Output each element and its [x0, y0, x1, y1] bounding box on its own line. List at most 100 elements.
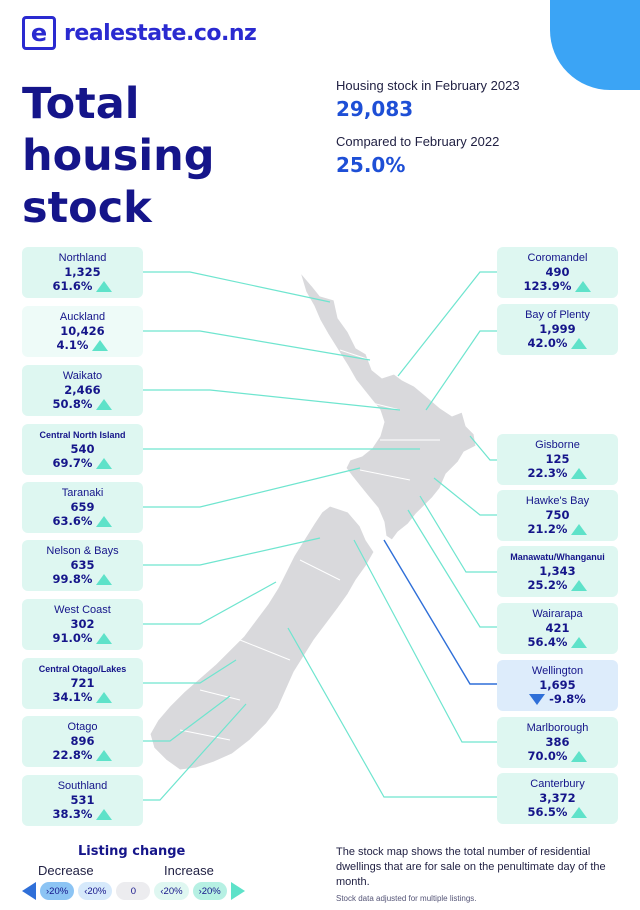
increase-arrow-icon — [571, 637, 587, 648]
region-count: 635 — [22, 558, 143, 572]
region-name: Gisborne — [497, 438, 618, 452]
region-card-manawatu-whanganui[interactable]: Manawatu/Whanganui 1,343 25.2% — [497, 546, 618, 597]
region-card-wellington[interactable]: Wellington 1,695 -9.8% — [497, 660, 618, 711]
increase-arrow-icon — [96, 750, 112, 761]
region-count: 540 — [22, 442, 143, 456]
region-count: 10,426 — [22, 324, 143, 338]
region-card-west-coast[interactable]: West Coast 302 91.0% — [22, 599, 143, 650]
region-change: 50.8% — [53, 397, 93, 411]
region-card-otago[interactable]: Otago 896 22.8% — [22, 716, 143, 767]
increase-arrow-icon — [571, 751, 587, 762]
region-card-taranaki[interactable]: Taranaki 659 63.6% — [22, 482, 143, 533]
footnote: The stock map shows the total number of … — [336, 845, 621, 890]
legend-scale: ›20% ‹20% 0 ‹20% ›20% — [22, 882, 245, 900]
region-change: 56.4% — [528, 635, 568, 649]
region-change: 34.1% — [53, 690, 93, 704]
region-card-southland[interactable]: Southland 531 38.3% — [22, 775, 143, 826]
region-count: 2,466 — [22, 383, 143, 397]
region-card-nelson-bays[interactable]: Nelson & Bays 635 99.8% — [22, 540, 143, 591]
legend-step: ‹20% — [154, 882, 188, 900]
increase-arrow-icon — [92, 340, 108, 351]
legend-step: ›20% — [193, 882, 227, 900]
region-count: 531 — [22, 793, 143, 807]
region-change: 63.6% — [53, 514, 93, 528]
region-count: 1,695 — [497, 678, 618, 692]
increase-arrow-icon — [571, 807, 587, 818]
region-card-auckland[interactable]: Auckland 10,426 4.1% — [22, 306, 143, 357]
region-name: Auckland — [22, 310, 143, 324]
region-name: Central Otago/Lakes — [22, 662, 143, 676]
region-count: 3,372 — [497, 791, 618, 805]
increase-arrow-icon — [96, 574, 112, 585]
region-card-gisborne[interactable]: Gisborne 125 22.3% — [497, 434, 618, 485]
increase-arrow-icon — [231, 882, 245, 900]
region-card-central-otago-lakes[interactable]: Central Otago/Lakes 721 34.1% — [22, 658, 143, 709]
region-change: 123.9% — [524, 279, 572, 293]
region-name: Bay of Plenty — [497, 308, 618, 322]
legend-decrease-label: Decrease — [38, 863, 94, 878]
decrease-arrow-icon — [529, 694, 545, 705]
region-count: 721 — [22, 676, 143, 690]
region-change: 70.0% — [528, 749, 568, 763]
increase-arrow-icon — [575, 281, 591, 292]
increase-arrow-icon — [96, 516, 112, 527]
increase-arrow-icon — [96, 281, 112, 292]
region-count: 490 — [497, 265, 618, 279]
region-name: Taranaki — [22, 486, 143, 500]
increase-arrow-icon — [571, 580, 587, 591]
region-change: 56.5% — [528, 805, 568, 819]
legend-step: 0 — [116, 882, 150, 900]
region-name: Waikato — [22, 369, 143, 383]
region-card-waikato[interactable]: Waikato 2,466 50.8% — [22, 365, 143, 416]
region-card-coromandel[interactable]: Coromandel 490 123.9% — [497, 247, 618, 298]
increase-arrow-icon — [571, 524, 587, 535]
region-change: 4.1% — [57, 338, 89, 352]
region-name: Wellington — [497, 664, 618, 678]
region-change: 42.0% — [528, 336, 568, 350]
region-name: Canterbury — [497, 777, 618, 791]
region-count: 421 — [497, 621, 618, 635]
region-change: 22.8% — [53, 748, 93, 762]
increase-arrow-icon — [571, 468, 587, 479]
region-name: Manawatu/Whanganui — [497, 550, 618, 564]
legend-step: ›20% — [40, 882, 74, 900]
region-count: 896 — [22, 734, 143, 748]
region-name: Marlborough — [497, 721, 618, 735]
region-change: 38.3% — [53, 807, 93, 821]
region-count: 125 — [497, 452, 618, 466]
north-island-shape — [300, 272, 476, 540]
legend-increase-label: Increase — [164, 863, 214, 878]
region-card-canterbury[interactable]: Canterbury 3,372 56.5% — [497, 773, 618, 824]
region-name: Central North Island — [22, 428, 143, 442]
increase-arrow-icon — [96, 633, 112, 644]
legend-step: ‹20% — [78, 882, 112, 900]
region-change: 61.6% — [53, 279, 93, 293]
region-change: 99.8% — [53, 572, 93, 586]
region-name: Otago — [22, 720, 143, 734]
region-card-wairarapa[interactable]: Wairarapa 421 56.4% — [497, 603, 618, 654]
increase-arrow-icon — [96, 399, 112, 410]
legend-title: Listing change — [78, 844, 185, 859]
region-card-hawkes-bay[interactable]: Hawke's Bay 750 21.2% — [497, 490, 618, 541]
region-change: -9.8% — [549, 692, 586, 706]
region-card-bay-of-plenty[interactable]: Bay of Plenty 1,999 42.0% — [497, 304, 618, 355]
region-name: Southland — [22, 779, 143, 793]
increase-arrow-icon — [571, 338, 587, 349]
region-change: 21.2% — [528, 522, 568, 536]
region-name: Hawke's Bay — [497, 494, 618, 508]
decrease-arrow-icon — [22, 882, 36, 900]
region-count: 1,325 — [22, 265, 143, 279]
leader-line-wellington — [384, 540, 497, 684]
region-count: 659 — [22, 500, 143, 514]
region-count: 1,999 — [497, 322, 618, 336]
region-name: Coromandel — [497, 251, 618, 265]
region-count: 1,343 — [497, 564, 618, 578]
region-card-marlborough[interactable]: Marlborough 386 70.0% — [497, 717, 618, 768]
footnote-small: Stock data adjusted for multiple listing… — [336, 894, 477, 903]
increase-arrow-icon — [96, 809, 112, 820]
region-card-northland[interactable]: Northland 1,325 61.6% — [22, 247, 143, 298]
region-name: Northland — [22, 251, 143, 265]
region-count: 386 — [497, 735, 618, 749]
region-card-central-north-island[interactable]: Central North Island 540 69.7% — [22, 424, 143, 475]
region-change: 22.3% — [528, 466, 568, 480]
